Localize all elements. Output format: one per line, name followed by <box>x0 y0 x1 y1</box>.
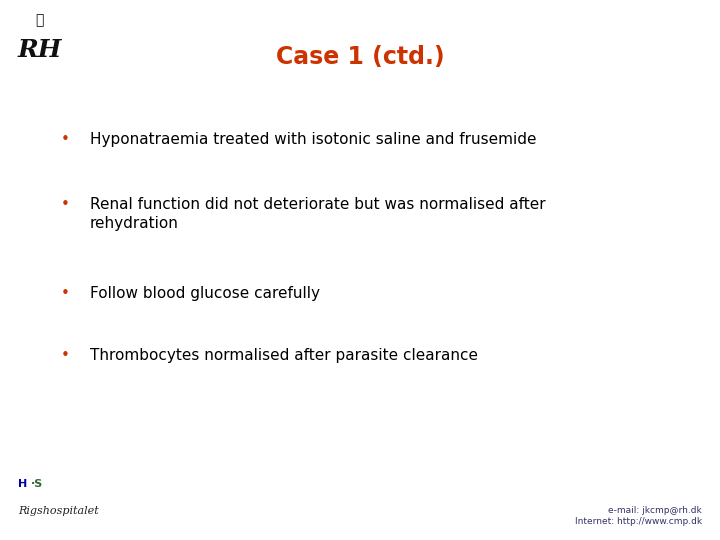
Text: Rigshospitalet: Rigshospitalet <box>18 505 99 516</box>
Text: •: • <box>60 197 69 212</box>
Text: Case 1 (ctd.): Case 1 (ctd.) <box>276 45 444 69</box>
Text: Renal function did not deteriorate but was normalised after
rehydration: Renal function did not deteriorate but w… <box>90 197 546 231</box>
Text: RH: RH <box>17 38 62 62</box>
Text: 👑: 👑 <box>35 14 44 28</box>
Text: Thrombocytes normalised after parasite clearance: Thrombocytes normalised after parasite c… <box>90 348 478 363</box>
Text: e-mail: jkcmp@rh.dk
Internet: http://www.cmp.dk: e-mail: jkcmp@rh.dk Internet: http://www… <box>575 505 702 526</box>
Text: Hyponatraemia treated with isotonic saline and frusemide: Hyponatraemia treated with isotonic sali… <box>90 132 536 147</box>
Text: H: H <box>18 478 27 489</box>
Text: •: • <box>60 286 69 301</box>
Text: ·S: ·S <box>31 478 43 489</box>
Text: •: • <box>60 132 69 147</box>
Text: •: • <box>60 348 69 363</box>
Text: Follow blood glucose carefully: Follow blood glucose carefully <box>90 286 320 301</box>
